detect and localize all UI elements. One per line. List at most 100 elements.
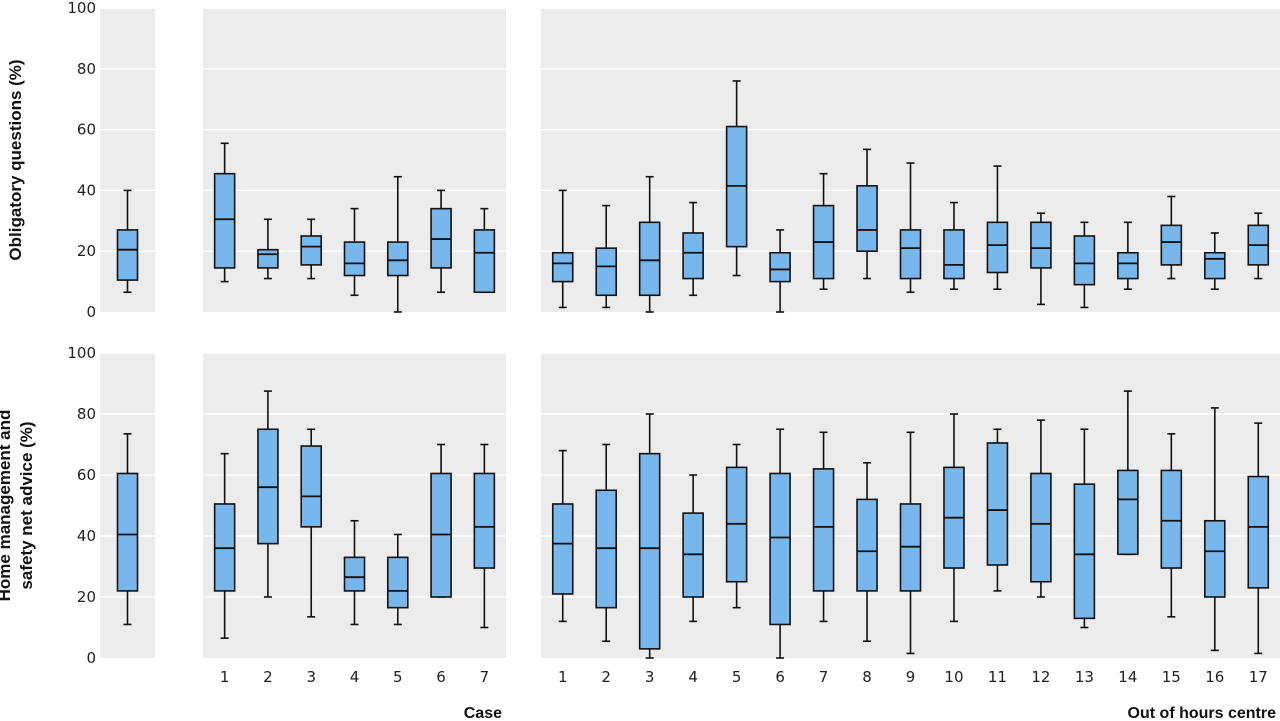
box-iqr [386, 241, 409, 277]
box-centre-13 [1073, 428, 1096, 629]
y-tick-label: 60 [77, 121, 96, 139]
box-iqr [1247, 475, 1270, 589]
box-centre-8 [856, 461, 878, 643]
box-centre-10 [943, 201, 965, 291]
y-axis-label: Obligatory questions (%) [6, 59, 25, 260]
box-centre-16 [1203, 407, 1226, 652]
box-centre-8 [856, 148, 878, 280]
box-iqr [1030, 221, 1052, 269]
box-centre-16 [1203, 232, 1226, 291]
box-iqr [986, 442, 1009, 566]
box-iqr [300, 445, 323, 528]
x-axis-label-centre: Out of hours centre [1128, 705, 1277, 721]
x-tick-label: 3 [306, 668, 316, 686]
box-iqr [551, 251, 574, 283]
y-tick-label: 80 [77, 60, 96, 78]
box-iqr [213, 172, 236, 269]
box-overall-all [116, 189, 139, 294]
box-iqr [682, 232, 704, 280]
x-tick-label: 9 [906, 668, 916, 686]
box-iqr [812, 468, 835, 592]
box-iqr [769, 251, 791, 283]
x-tick-label: 7 [819, 668, 829, 686]
y-tick-label: 20 [77, 588, 96, 606]
box-centre-13 [1073, 221, 1096, 309]
box-centre-11 [986, 165, 1009, 291]
box-centre-17 [1247, 212, 1270, 280]
box-iqr [116, 229, 139, 281]
box-iqr [595, 247, 618, 297]
x-tick-label: 13 [1075, 668, 1094, 686]
x-tick-label: 11 [988, 668, 1007, 686]
y-tick-label: 100 [67, 344, 96, 362]
y-tick-label: 40 [77, 527, 96, 545]
y-axis-label-line: safety net advice (%) [17, 421, 36, 589]
box-centre-3 [638, 413, 661, 659]
box-case-6 [430, 443, 452, 598]
x-tick-label: 4 [688, 668, 698, 686]
box-centre-6 [769, 428, 791, 659]
box-case-7 [473, 207, 496, 294]
x-tick-label: 1 [220, 668, 230, 686]
box-case-2 [257, 390, 279, 598]
box-centre-5 [725, 443, 748, 609]
x-tick-label: 2 [263, 668, 273, 686]
box-centre-10 [943, 413, 965, 623]
box-centre-2 [595, 443, 618, 643]
box-case-5 [386, 175, 409, 313]
box-iqr [1073, 235, 1096, 286]
x-tick-label: 3 [645, 668, 655, 686]
box-iqr [257, 248, 279, 269]
box-case-3 [300, 218, 323, 280]
x-tick-label: 7 [480, 668, 490, 686]
x-tick-label: 16 [1205, 668, 1224, 686]
box-centre-11 [986, 428, 1009, 592]
box-centre-9 [899, 431, 922, 655]
x-axis-label-case: Case [464, 705, 502, 721]
box-iqr [116, 472, 139, 592]
box-centre-2 [595, 204, 618, 309]
box-iqr [638, 452, 661, 650]
y-tick-label: 0 [86, 649, 96, 667]
x-tick-label: 1 [558, 668, 568, 686]
box-centre-5 [725, 80, 748, 277]
x-tick-label: 15 [1162, 668, 1181, 686]
x-tick-label: 5 [393, 668, 403, 686]
box-iqr [986, 221, 1009, 274]
box-iqr [899, 229, 922, 280]
box-centre-14 [1117, 390, 1139, 556]
x-tick-label: 17 [1249, 668, 1268, 686]
x-tick-label: 10 [944, 668, 963, 686]
box-iqr [473, 472, 496, 569]
x-tick-label: 5 [732, 668, 742, 686]
box-iqr [1203, 251, 1226, 280]
box-iqr [943, 229, 965, 280]
x-tick-label: 6 [436, 668, 446, 686]
box-iqr [1160, 224, 1183, 266]
y-axis-label-line: Obligatory questions (%) [6, 59, 25, 260]
box-centre-1 [551, 189, 574, 309]
box-case-4 [343, 519, 366, 626]
panel-overall-row-0 [100, 7, 155, 312]
box-centre-4 [682, 201, 704, 297]
panel-case-row-0 [203, 7, 506, 313]
box-centre-6 [769, 229, 791, 313]
y-axis-label: Home management and safety net advice (%) [0, 410, 36, 602]
x-tick-label: 8 [862, 668, 872, 686]
box-case-7 [473, 443, 496, 629]
box-centre-3 [638, 175, 661, 313]
box-case-5 [386, 533, 409, 626]
box-iqr [638, 221, 661, 297]
panel-case-row-1: 1 2 3 4 5 6 7 [203, 352, 506, 686]
y-tick-label: 60 [77, 466, 96, 484]
box-iqr [1203, 519, 1226, 598]
box-iqr [551, 503, 574, 595]
box-centre-4 [682, 474, 704, 623]
x-tick-label: 2 [601, 668, 611, 686]
x-tick-label: 6 [775, 668, 785, 686]
box-iqr [1160, 469, 1183, 569]
box-centre-15 [1160, 195, 1183, 280]
box-iqr [386, 556, 409, 609]
box-centre-7 [812, 172, 835, 291]
box-case-2 [257, 218, 279, 280]
